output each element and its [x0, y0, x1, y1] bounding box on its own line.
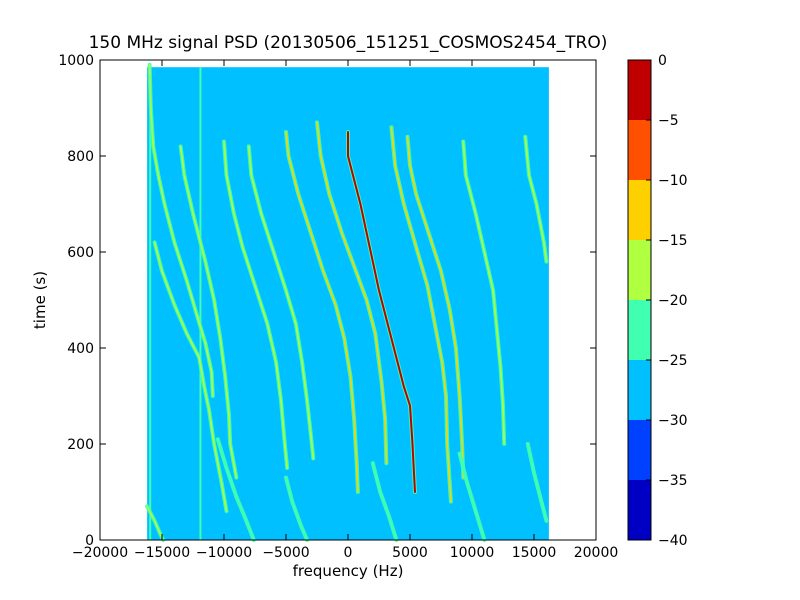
colorbar-tick-label: −25: [658, 353, 688, 369]
x-axis-label: frequency (Hz): [293, 562, 404, 580]
colorbar-tick-label: −5: [658, 113, 679, 129]
y-tick-label: 600: [67, 245, 94, 261]
y-tick-label: 0: [85, 533, 94, 549]
y-tick-label: 400: [67, 341, 94, 357]
colorbar-segment: [628, 360, 651, 420]
plot-area: −20000 −15000 −10000 −5000 0 5000 10000 15000 20…: [58, 53, 618, 561]
y-tick-label: 1000: [58, 53, 94, 69]
trace-lower-fragment-C: [372, 462, 398, 541]
colorbar-ticks: −40 −35 −30 −25 −20 −15 −10 −5 0: [646, 53, 688, 549]
trace-lower-fragment-B: [285, 476, 308, 541]
x-tick-label: 15000: [512, 545, 557, 561]
trace-lower-fragment-D: [458, 452, 486, 541]
y-axis-ticks: 0 200 400 600 800 1000: [58, 53, 596, 549]
colorbar: −40 −35 −30 −25 −20 −15 −10 −5 0: [627, 53, 688, 549]
trace-sideband-+3: [462, 140, 505, 445]
colorbar-segment: [628, 300, 651, 360]
colorbar-segment: [628, 180, 651, 240]
trace-sideband--7: [148, 64, 214, 397]
y-axis-label: time (s): [31, 271, 49, 329]
colorbar-tick-label: 0: [658, 53, 667, 69]
colorbar-segment: [628, 420, 651, 480]
trace-sideband-+4: [524, 136, 548, 263]
trace-lower-fragment-F: [527, 443, 548, 522]
colorbar-segment: [628, 480, 651, 540]
x-tick-label: 0: [344, 545, 353, 561]
vertical-lines-layer: [149, 67, 202, 540]
colorbar-tick-label: −40: [658, 533, 688, 549]
trace-sideband--6: [153, 241, 228, 512]
colorbar-tick-label: −30: [658, 413, 688, 429]
trace-sideband-+2: [390, 126, 452, 503]
y-tick-label: 800: [67, 149, 94, 165]
colorbar-tick-label: −15: [658, 233, 688, 249]
trace-sideband-+1: [406, 136, 465, 479]
trace-sideband--1: [285, 131, 359, 493]
chart-title: 150 MHz signal PSD (20130506_151251_COSM…: [89, 33, 608, 53]
x-tick-label: −5000: [262, 545, 309, 561]
y-tick-label: 200: [67, 437, 94, 453]
x-tick-label: 20000: [574, 545, 619, 561]
trace-sideband--3: [248, 145, 315, 460]
colorbar-tick-label: −10: [658, 173, 688, 189]
trace-sideband--2: [316, 121, 388, 464]
x-tick-label: 5000: [392, 545, 428, 561]
colorbar-segment: [628, 240, 651, 300]
trace-sideband--5: [179, 145, 238, 479]
signal-traces-layer: [145, 62, 549, 542]
colorbar-tick-label: −20: [658, 293, 688, 309]
colorbar-segments: [628, 60, 651, 540]
trace-main-signal: [347, 131, 416, 493]
trace-lower-fragment-A: [217, 438, 255, 541]
x-tick-label: −15000: [134, 545, 190, 561]
x-axis-ticks: −20000 −15000 −10000 −5000 0 5000 10000 15000 20…: [72, 60, 618, 561]
x-tick-label: −10000: [196, 545, 252, 561]
x-tick-label: −20000: [72, 545, 128, 561]
colorbar-tick-label: −35: [658, 473, 688, 489]
colorbar-segment: [628, 60, 651, 120]
x-tick-label: 10000: [450, 545, 495, 561]
colorbar-segment: [628, 120, 651, 180]
trace-sideband--4: [223, 140, 288, 469]
